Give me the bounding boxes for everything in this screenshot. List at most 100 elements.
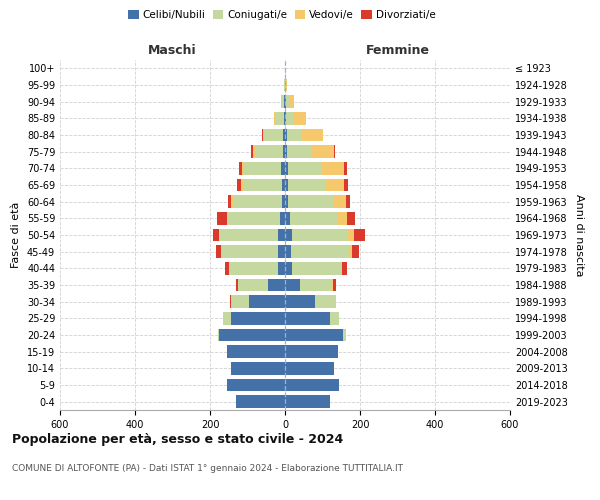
Bar <box>285 396 330 408</box>
Bar <box>284 79 285 92</box>
Bar <box>285 262 343 274</box>
Bar <box>285 312 330 324</box>
Bar <box>285 396 330 408</box>
Bar <box>263 129 285 141</box>
Bar <box>274 112 285 124</box>
Bar <box>227 346 285 358</box>
Bar <box>277 262 285 274</box>
Bar <box>284 79 285 92</box>
Bar <box>285 112 307 124</box>
Bar <box>285 212 355 224</box>
Bar <box>285 79 286 92</box>
Bar <box>281 162 285 174</box>
Bar <box>285 312 340 324</box>
Bar <box>285 246 349 258</box>
Bar <box>285 362 334 374</box>
Bar <box>285 362 334 374</box>
Bar <box>244 162 285 174</box>
Bar <box>227 346 285 358</box>
Bar <box>285 129 302 141</box>
Bar <box>250 296 285 308</box>
Bar <box>285 79 287 92</box>
Bar <box>281 96 285 108</box>
Bar <box>285 346 337 358</box>
Bar <box>285 196 350 208</box>
Bar <box>285 346 337 358</box>
Bar <box>285 346 337 358</box>
Bar <box>285 96 286 108</box>
Bar <box>227 212 285 224</box>
Bar <box>285 179 325 192</box>
Bar <box>285 329 343 341</box>
Bar <box>285 379 340 391</box>
Bar <box>230 296 285 308</box>
Bar <box>285 229 365 241</box>
Text: COMUNE DI ALTOFONTE (PA) - Dati ISTAT 1° gennaio 2024 - Elaborazione TUTTITALIA.: COMUNE DI ALTOFONTE (PA) - Dati ISTAT 1°… <box>12 464 403 473</box>
Y-axis label: Anni di nascita: Anni di nascita <box>574 194 584 276</box>
Bar <box>285 162 344 174</box>
Bar <box>285 112 286 124</box>
Bar <box>268 279 285 291</box>
Bar <box>239 162 285 174</box>
Bar <box>255 146 285 158</box>
Bar <box>285 229 292 241</box>
Bar <box>285 329 346 341</box>
Bar <box>227 379 285 391</box>
Bar <box>285 179 344 192</box>
Bar <box>230 362 285 374</box>
Bar <box>285 262 347 274</box>
Text: Maschi: Maschi <box>148 44 197 57</box>
Bar <box>285 246 359 258</box>
Bar <box>230 362 285 374</box>
Bar <box>283 129 285 141</box>
Bar <box>284 79 285 92</box>
Bar <box>285 262 292 274</box>
Bar <box>285 112 307 124</box>
Bar <box>278 246 285 258</box>
Bar <box>285 129 287 141</box>
Bar <box>285 96 295 108</box>
Bar <box>225 262 285 274</box>
Bar <box>285 279 300 291</box>
Bar <box>281 96 285 108</box>
Bar <box>221 246 285 258</box>
Bar <box>275 112 285 124</box>
Bar <box>285 296 337 308</box>
Bar <box>285 312 340 324</box>
Bar <box>227 379 285 391</box>
Bar <box>262 129 285 141</box>
Bar <box>229 262 285 274</box>
Bar <box>222 246 285 258</box>
Bar <box>285 212 290 224</box>
Bar <box>223 312 285 324</box>
Bar <box>285 96 295 108</box>
Bar <box>285 79 287 92</box>
Bar <box>285 362 334 374</box>
Bar <box>238 279 285 291</box>
Bar <box>285 396 330 408</box>
Bar <box>227 346 285 358</box>
Bar <box>285 212 338 224</box>
Bar <box>285 129 323 141</box>
Bar <box>274 112 285 124</box>
Bar <box>223 312 285 324</box>
Bar <box>236 396 285 408</box>
Bar <box>285 279 332 291</box>
Bar <box>285 229 348 241</box>
Bar <box>217 212 285 224</box>
Bar <box>213 229 285 241</box>
Bar <box>285 396 330 408</box>
Bar <box>285 246 290 258</box>
Bar <box>229 262 285 274</box>
Bar <box>285 146 334 158</box>
Y-axis label: Fasce di età: Fasce di età <box>11 202 21 268</box>
Bar <box>220 329 285 341</box>
Bar <box>218 329 285 341</box>
Bar <box>284 96 285 108</box>
Legend: Celibi/Nubili, Coniugati/e, Vedovi/e, Divorziati/e: Celibi/Nubili, Coniugati/e, Vedovi/e, Di… <box>126 8 438 22</box>
Bar <box>285 196 346 208</box>
Bar <box>285 296 335 308</box>
Bar <box>283 146 285 158</box>
Bar <box>232 196 285 208</box>
Bar <box>230 296 285 308</box>
